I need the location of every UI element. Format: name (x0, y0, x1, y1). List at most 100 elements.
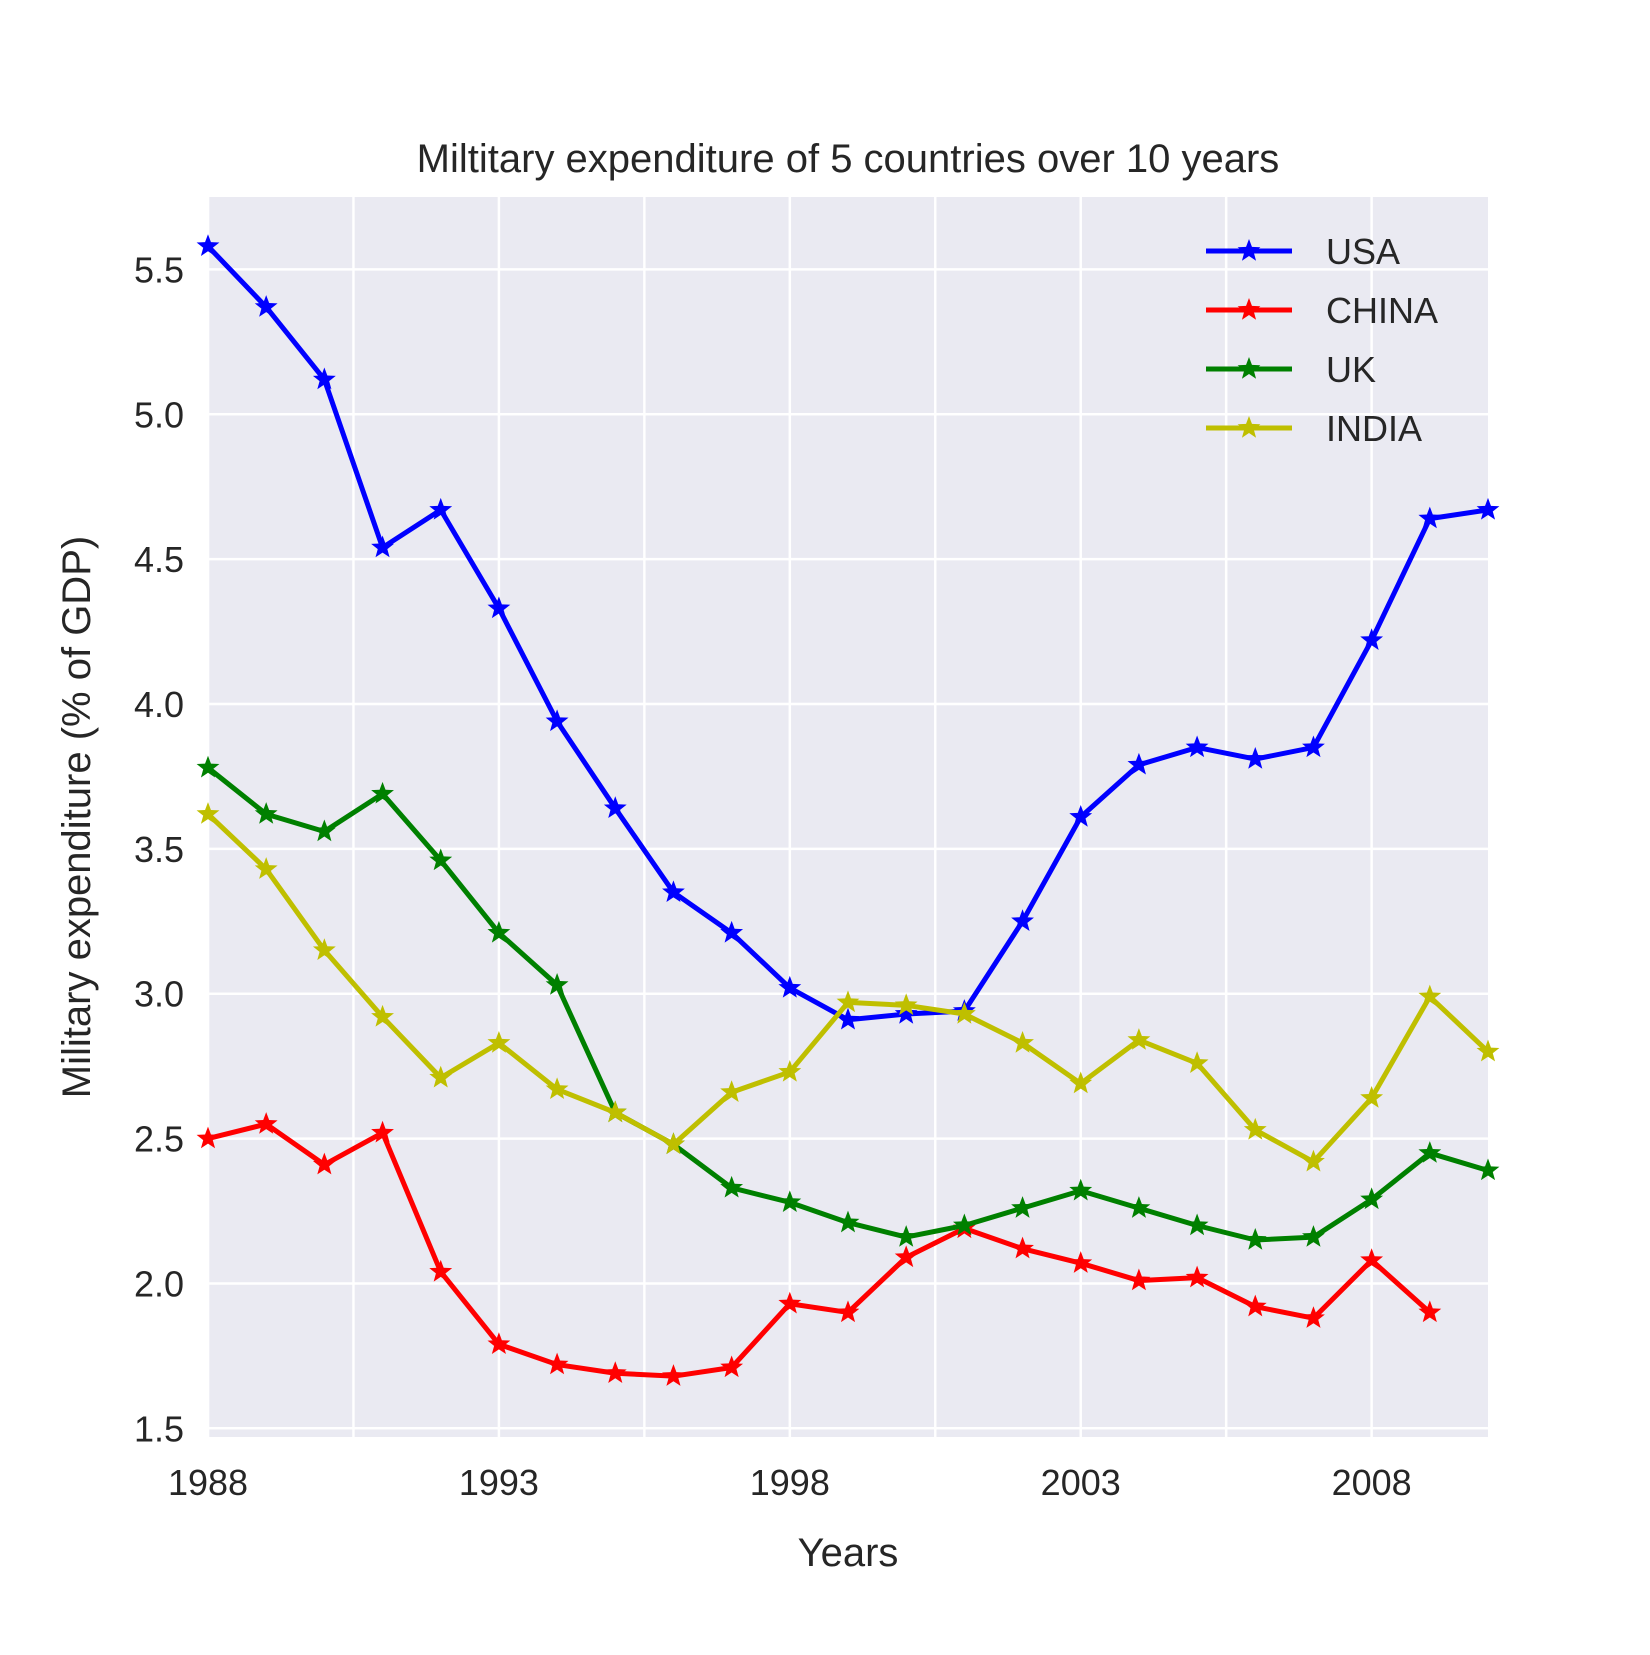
data-point (778, 1059, 802, 1082)
data-point (836, 990, 860, 1013)
data-point (603, 796, 627, 819)
data-point (429, 497, 453, 520)
data-point (894, 1245, 918, 1268)
data-point (1243, 1294, 1267, 1317)
legend: USA CHINA UK INDIA (1206, 231, 1438, 449)
data-point (1185, 1213, 1209, 1236)
series-india (196, 802, 1500, 1172)
data-point (1185, 1265, 1209, 1288)
data-point (196, 234, 220, 256)
data-point (1418, 506, 1442, 529)
legend-item-uk: UK (1206, 349, 1376, 390)
data-point (662, 1364, 685, 1386)
data-point (894, 993, 918, 1016)
x-tick-label: 2008 (1332, 1462, 1412, 1503)
legend-item-china: CHINA (1206, 290, 1438, 331)
data-point (312, 367, 336, 390)
y-tick-label: 3.5 (134, 829, 184, 870)
data-point (1127, 1196, 1151, 1218)
x-axis-label: Years (798, 1531, 899, 1575)
data-point (1127, 1268, 1151, 1291)
legend-label: UK (1326, 349, 1376, 390)
data-point (1185, 735, 1209, 758)
data-point (429, 1065, 453, 1088)
data-point (1418, 1141, 1442, 1163)
data-point (371, 535, 394, 558)
data-point (254, 295, 278, 317)
data-point (952, 1002, 976, 1024)
y-tick-label: 4.5 (134, 539, 184, 580)
data-point (487, 920, 511, 943)
legend-marker (1237, 416, 1261, 438)
data-point (1302, 1306, 1325, 1328)
data-point (254, 1112, 278, 1134)
data-point (487, 1030, 511, 1053)
data-point (196, 755, 220, 778)
data-point (487, 1332, 511, 1354)
data-point (1011, 909, 1034, 932)
legend-label: CHINA (1326, 290, 1438, 331)
data-point (371, 1120, 394, 1143)
y-tick-labels: 1.5 2.0 2.5 3.0 3.5 4.0 4.5 5.0 5.5 (134, 249, 184, 1449)
data-point (1243, 1117, 1267, 1140)
legend-marker (1237, 298, 1261, 320)
data-point (1069, 1251, 1093, 1273)
series-china (196, 1112, 1442, 1386)
data-point (1360, 1248, 1384, 1270)
data-point (371, 1004, 394, 1027)
data-point (371, 781, 394, 804)
data-point (778, 975, 802, 998)
y-tick-label: 4.0 (134, 684, 184, 725)
data-point (1243, 1227, 1267, 1250)
data-point (545, 973, 569, 995)
data-point (545, 1077, 569, 1100)
data-point (1302, 1149, 1325, 1172)
y-tick-label: 5.5 (134, 249, 184, 290)
data-point (952, 1213, 976, 1236)
data-point (487, 596, 511, 619)
data-point (1360, 1086, 1384, 1108)
legend-label: INDIA (1326, 408, 1422, 449)
data-point (1476, 1039, 1500, 1062)
series-layer (196, 234, 1500, 1386)
data-point (1069, 1071, 1093, 1094)
data-point (1360, 628, 1384, 650)
data-point (1011, 1236, 1034, 1259)
x-tick-label: 1988 (168, 1462, 248, 1503)
x-tick-label: 1998 (750, 1462, 830, 1503)
y-axis-label: Military expenditure (% of GDP) (55, 536, 99, 1098)
chart-title: Miltitary expenditure of 5 countries ove… (417, 137, 1280, 181)
data-point (1185, 1051, 1209, 1073)
data-point (429, 1259, 453, 1282)
data-point (894, 1225, 918, 1247)
data-point (1011, 1030, 1034, 1053)
data-point (662, 880, 685, 903)
data-point (1360, 1187, 1384, 1210)
data-point (545, 709, 569, 732)
data-point (1069, 805, 1093, 827)
data-point (312, 1152, 336, 1175)
data-point (778, 1190, 802, 1213)
legend-label: USA (1326, 231, 1400, 272)
legend-marker (1237, 239, 1261, 261)
x-tick-label: 1993 (459, 1462, 539, 1503)
data-point (720, 1175, 744, 1198)
y-tick-label: 3.0 (134, 974, 184, 1015)
data-point (1302, 1225, 1325, 1247)
data-point (778, 1291, 802, 1314)
data-point (312, 819, 336, 842)
data-point (836, 1210, 860, 1233)
data-point (1476, 497, 1500, 520)
series-uk (196, 755, 1500, 1250)
data-point (662, 1132, 685, 1155)
x-tick-labels: 1988 1993 1998 2003 2008 (168, 1462, 1412, 1503)
data-point (1418, 1300, 1442, 1323)
data-point (1243, 747, 1267, 769)
y-tick-label: 2.0 (134, 1263, 184, 1304)
data-point (429, 848, 453, 871)
grid-lines (206, 197, 1488, 1437)
x-tick-label: 2003 (1041, 1462, 1121, 1503)
data-point (1127, 752, 1151, 775)
data-point (720, 1355, 744, 1378)
data-point (1069, 1178, 1093, 1201)
